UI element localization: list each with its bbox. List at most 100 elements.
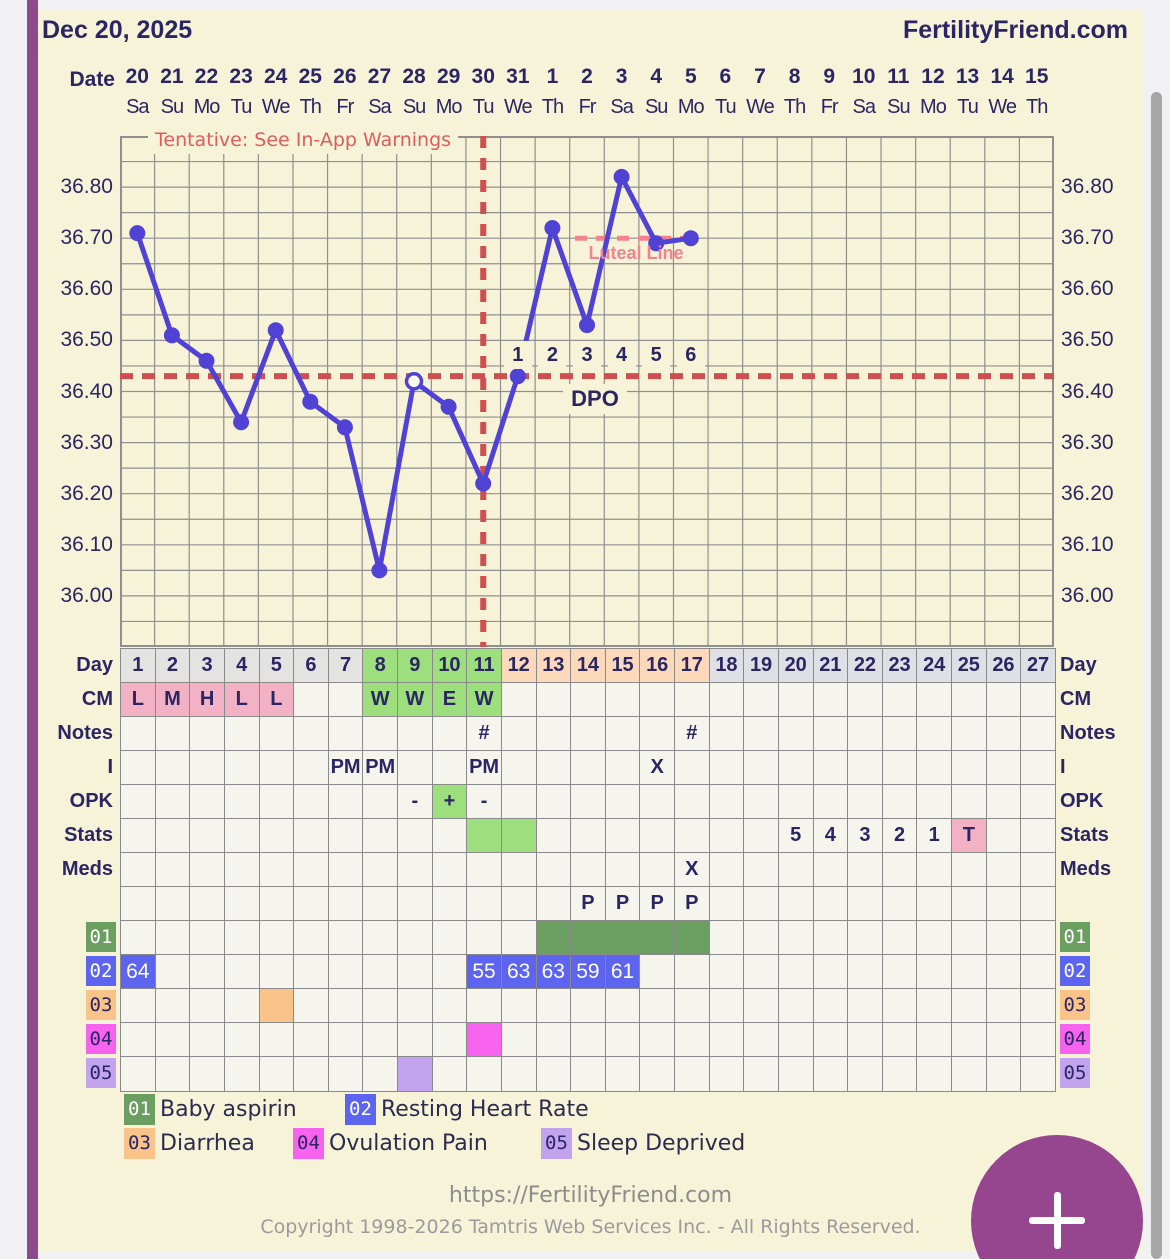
cell-day-day-26[interactable]: 26: [986, 649, 1022, 682]
cell-meds-day-4[interactable]: [224, 853, 260, 886]
cell-opk-day-6[interactable]: [294, 785, 329, 818]
cell-item01-day-24[interactable]: [917, 921, 952, 954]
cell-cm-day-23[interactable]: [882, 683, 918, 716]
cell-day-day-7[interactable]: 7: [328, 649, 364, 682]
cell-intercourse-day-8[interactable]: PM: [363, 751, 398, 784]
cell-item03-day-24[interactable]: [917, 989, 952, 1022]
cell-day-day-14[interactable]: 14: [571, 649, 606, 682]
cell-item04-day-1[interactable]: [121, 1023, 156, 1056]
cell-opk-day-2[interactable]: [155, 785, 191, 818]
cell-item01-day-22[interactable]: [848, 921, 883, 954]
cell-item04-day-19[interactable]: [744, 1023, 779, 1056]
cell-day-day-20[interactable]: 20: [778, 649, 814, 682]
cell-cm-day-13[interactable]: [536, 683, 572, 716]
cell-meds-day-26[interactable]: [986, 853, 1022, 886]
cell-item03-day-21[interactable]: [813, 989, 849, 1022]
cell-item03-day-26[interactable]: [986, 989, 1022, 1022]
cell-item02-day-7[interactable]: [328, 955, 364, 988]
cell-meds2-day-24[interactable]: [917, 887, 952, 920]
cell-meds-day-3[interactable]: [190, 853, 225, 886]
cell-item05-day-9[interactable]: [398, 1057, 433, 1091]
cell-item02-day-24[interactable]: [917, 955, 952, 988]
cell-notes-day-22[interactable]: [848, 717, 883, 750]
cell-item05-day-26[interactable]: [986, 1057, 1022, 1091]
cell-stats-day-18[interactable]: [709, 819, 745, 852]
cell-item01-day-27[interactable]: [1021, 921, 1055, 954]
cell-item02-day-4[interactable]: [224, 955, 260, 988]
cell-meds2-day-16[interactable]: P: [640, 887, 675, 920]
temp-point-day-9[interactable]: [404, 372, 424, 391]
cell-cm-day-11[interactable]: W: [467, 683, 502, 716]
cell-item03-day-15[interactable]: [605, 989, 641, 1022]
cell-item05-day-1[interactable]: [121, 1057, 156, 1091]
cell-day-day-1[interactable]: 1: [121, 649, 156, 682]
temp-point-day-17[interactable]: [682, 230, 699, 247]
cell-item03-day-1[interactable]: [121, 989, 156, 1022]
cell-cm-day-15[interactable]: [605, 683, 641, 716]
cell-notes-day-11[interactable]: #: [467, 717, 502, 750]
cell-cm-day-2[interactable]: M: [155, 683, 191, 716]
cell-day-day-2[interactable]: 2: [155, 649, 191, 682]
cell-meds2-day-27[interactable]: [1021, 887, 1055, 920]
cell-stats-day-23[interactable]: 2: [882, 819, 918, 852]
cell-day-day-27[interactable]: 27: [1021, 649, 1055, 682]
cell-cm-day-5[interactable]: L: [259, 683, 295, 716]
cell-item04-day-25[interactable]: [952, 1023, 987, 1056]
cell-cm-day-14[interactable]: [571, 683, 606, 716]
cell-meds2-day-11[interactable]: [467, 887, 502, 920]
cell-item04-day-6[interactable]: [294, 1023, 329, 1056]
cell-opk-day-5[interactable]: [259, 785, 295, 818]
temp-point-day-6[interactable]: [302, 393, 319, 410]
cell-meds-day-17[interactable]: X: [675, 853, 710, 886]
cell-item01-day-11[interactable]: [467, 921, 502, 954]
cell-item01-day-16[interactable]: [640, 921, 675, 954]
cell-day-day-22[interactable]: 22: [848, 649, 883, 682]
cell-intercourse-day-7[interactable]: PM: [328, 751, 364, 784]
cell-opk-day-14[interactable]: [571, 785, 606, 818]
temp-point-day-3[interactable]: [198, 352, 215, 369]
cell-meds2-day-17[interactable]: P: [675, 887, 710, 920]
cell-item05-day-14[interactable]: [571, 1057, 606, 1091]
cell-item02-day-11[interactable]: 55: [467, 955, 502, 988]
cell-opk-day-27[interactable]: [1021, 785, 1055, 818]
cell-item05-day-8[interactable]: [363, 1057, 398, 1091]
cell-intercourse-day-4[interactable]: [224, 751, 260, 784]
cell-cm-day-24[interactable]: [917, 683, 952, 716]
cell-notes-day-13[interactable]: [536, 717, 572, 750]
cell-item01-day-21[interactable]: [813, 921, 849, 954]
cell-meds-day-10[interactable]: [432, 853, 468, 886]
cell-meds2-day-4[interactable]: [224, 887, 260, 920]
cell-item05-day-20[interactable]: [778, 1057, 814, 1091]
cell-item05-day-25[interactable]: [952, 1057, 987, 1091]
cell-item02-day-13[interactable]: 63: [536, 955, 572, 988]
temp-point-day-10[interactable]: [440, 398, 457, 415]
cell-intercourse-day-11[interactable]: PM: [467, 751, 502, 784]
cell-item01-day-19[interactable]: [744, 921, 779, 954]
cell-item04-day-5[interactable]: [259, 1023, 295, 1056]
cell-day-day-24[interactable]: 24: [917, 649, 952, 682]
cell-cm-day-9[interactable]: W: [398, 683, 433, 716]
cell-item03-day-22[interactable]: [848, 989, 883, 1022]
cell-item02-day-8[interactable]: [363, 955, 398, 988]
cell-item02-day-3[interactable]: [190, 955, 225, 988]
cell-meds-day-12[interactable]: [501, 853, 537, 886]
cell-intercourse-day-13[interactable]: [536, 751, 572, 784]
cell-meds2-day-7[interactable]: [328, 887, 364, 920]
cell-day-day-11[interactable]: 11: [467, 649, 502, 682]
cell-item04-day-12[interactable]: [501, 1023, 537, 1056]
cell-meds-day-1[interactable]: [121, 853, 156, 886]
cell-item01-day-15[interactable]: [605, 921, 641, 954]
cell-item02-day-5[interactable]: [259, 955, 295, 988]
cell-item03-day-27[interactable]: [1021, 989, 1055, 1022]
cell-meds-day-25[interactable]: [952, 853, 987, 886]
cell-notes-day-4[interactable]: [224, 717, 260, 750]
cell-cm-day-19[interactable]: [744, 683, 779, 716]
cell-notes-day-20[interactable]: [778, 717, 814, 750]
cell-item01-day-25[interactable]: [952, 921, 987, 954]
cell-item01-day-7[interactable]: [328, 921, 364, 954]
cell-meds2-day-3[interactable]: [190, 887, 225, 920]
cell-meds2-day-5[interactable]: [259, 887, 295, 920]
cell-item04-day-13[interactable]: [536, 1023, 572, 1056]
cell-meds2-day-14[interactable]: P: [571, 887, 606, 920]
cell-item03-day-14[interactable]: [571, 989, 606, 1022]
